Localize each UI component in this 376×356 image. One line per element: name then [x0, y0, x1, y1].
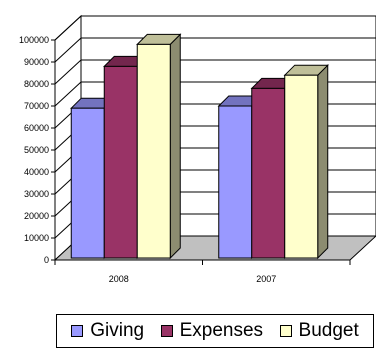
- y-tick-label: 40000: [24, 167, 49, 177]
- y-tick-label: 100000: [19, 35, 49, 45]
- x-tick-label: 2007: [256, 274, 276, 284]
- chart-legend: Giving Expenses Budget: [56, 314, 374, 348]
- legend-item-expenses: Expenses: [160, 320, 264, 342]
- bar-giving: [218, 105, 253, 259]
- bar-expenses: [103, 65, 138, 259]
- bar-side: [169, 33, 181, 260]
- gridline-side: [54, 37, 82, 63]
- legend-item-giving: Giving: [71, 320, 144, 342]
- y-tick-label: 20000: [24, 211, 49, 221]
- y-tick-label: 50000: [24, 145, 49, 155]
- legend-swatch-giving: [71, 325, 84, 337]
- bar-giving: [70, 107, 105, 259]
- y-tick-label: 0: [44, 255, 49, 265]
- chart-plot: 0 10000 20000 30000 40000 50000 60000 70000 8000…: [19, 14, 376, 284]
- gridline-side: [54, 15, 82, 41]
- legend-item-budget: Budget: [279, 320, 359, 342]
- y-tick-label: 80000: [24, 79, 49, 89]
- bar-side: [317, 63, 329, 260]
- legend-label-budget: Budget: [298, 320, 359, 341]
- legend-label-giving: Giving: [90, 320, 145, 341]
- y-tick-label: 90000: [24, 57, 49, 67]
- gridline-side: [54, 81, 82, 107]
- y-tick-label: 10000: [24, 233, 49, 243]
- bar-expenses: [251, 87, 286, 259]
- bar-budget: [136, 43, 171, 259]
- gridline-side: [54, 59, 82, 85]
- legend-label-expenses: Expenses: [179, 320, 264, 341]
- y-tick-label: 30000: [24, 189, 49, 199]
- legend-swatch-expenses: [160, 325, 173, 337]
- x-tick-label: 2008: [109, 274, 129, 284]
- y-tick-label: 70000: [24, 101, 49, 111]
- bar-budget: [284, 74, 319, 259]
- legend-swatch-budget: [279, 325, 292, 337]
- y-tick-label: 60000: [24, 123, 49, 133]
